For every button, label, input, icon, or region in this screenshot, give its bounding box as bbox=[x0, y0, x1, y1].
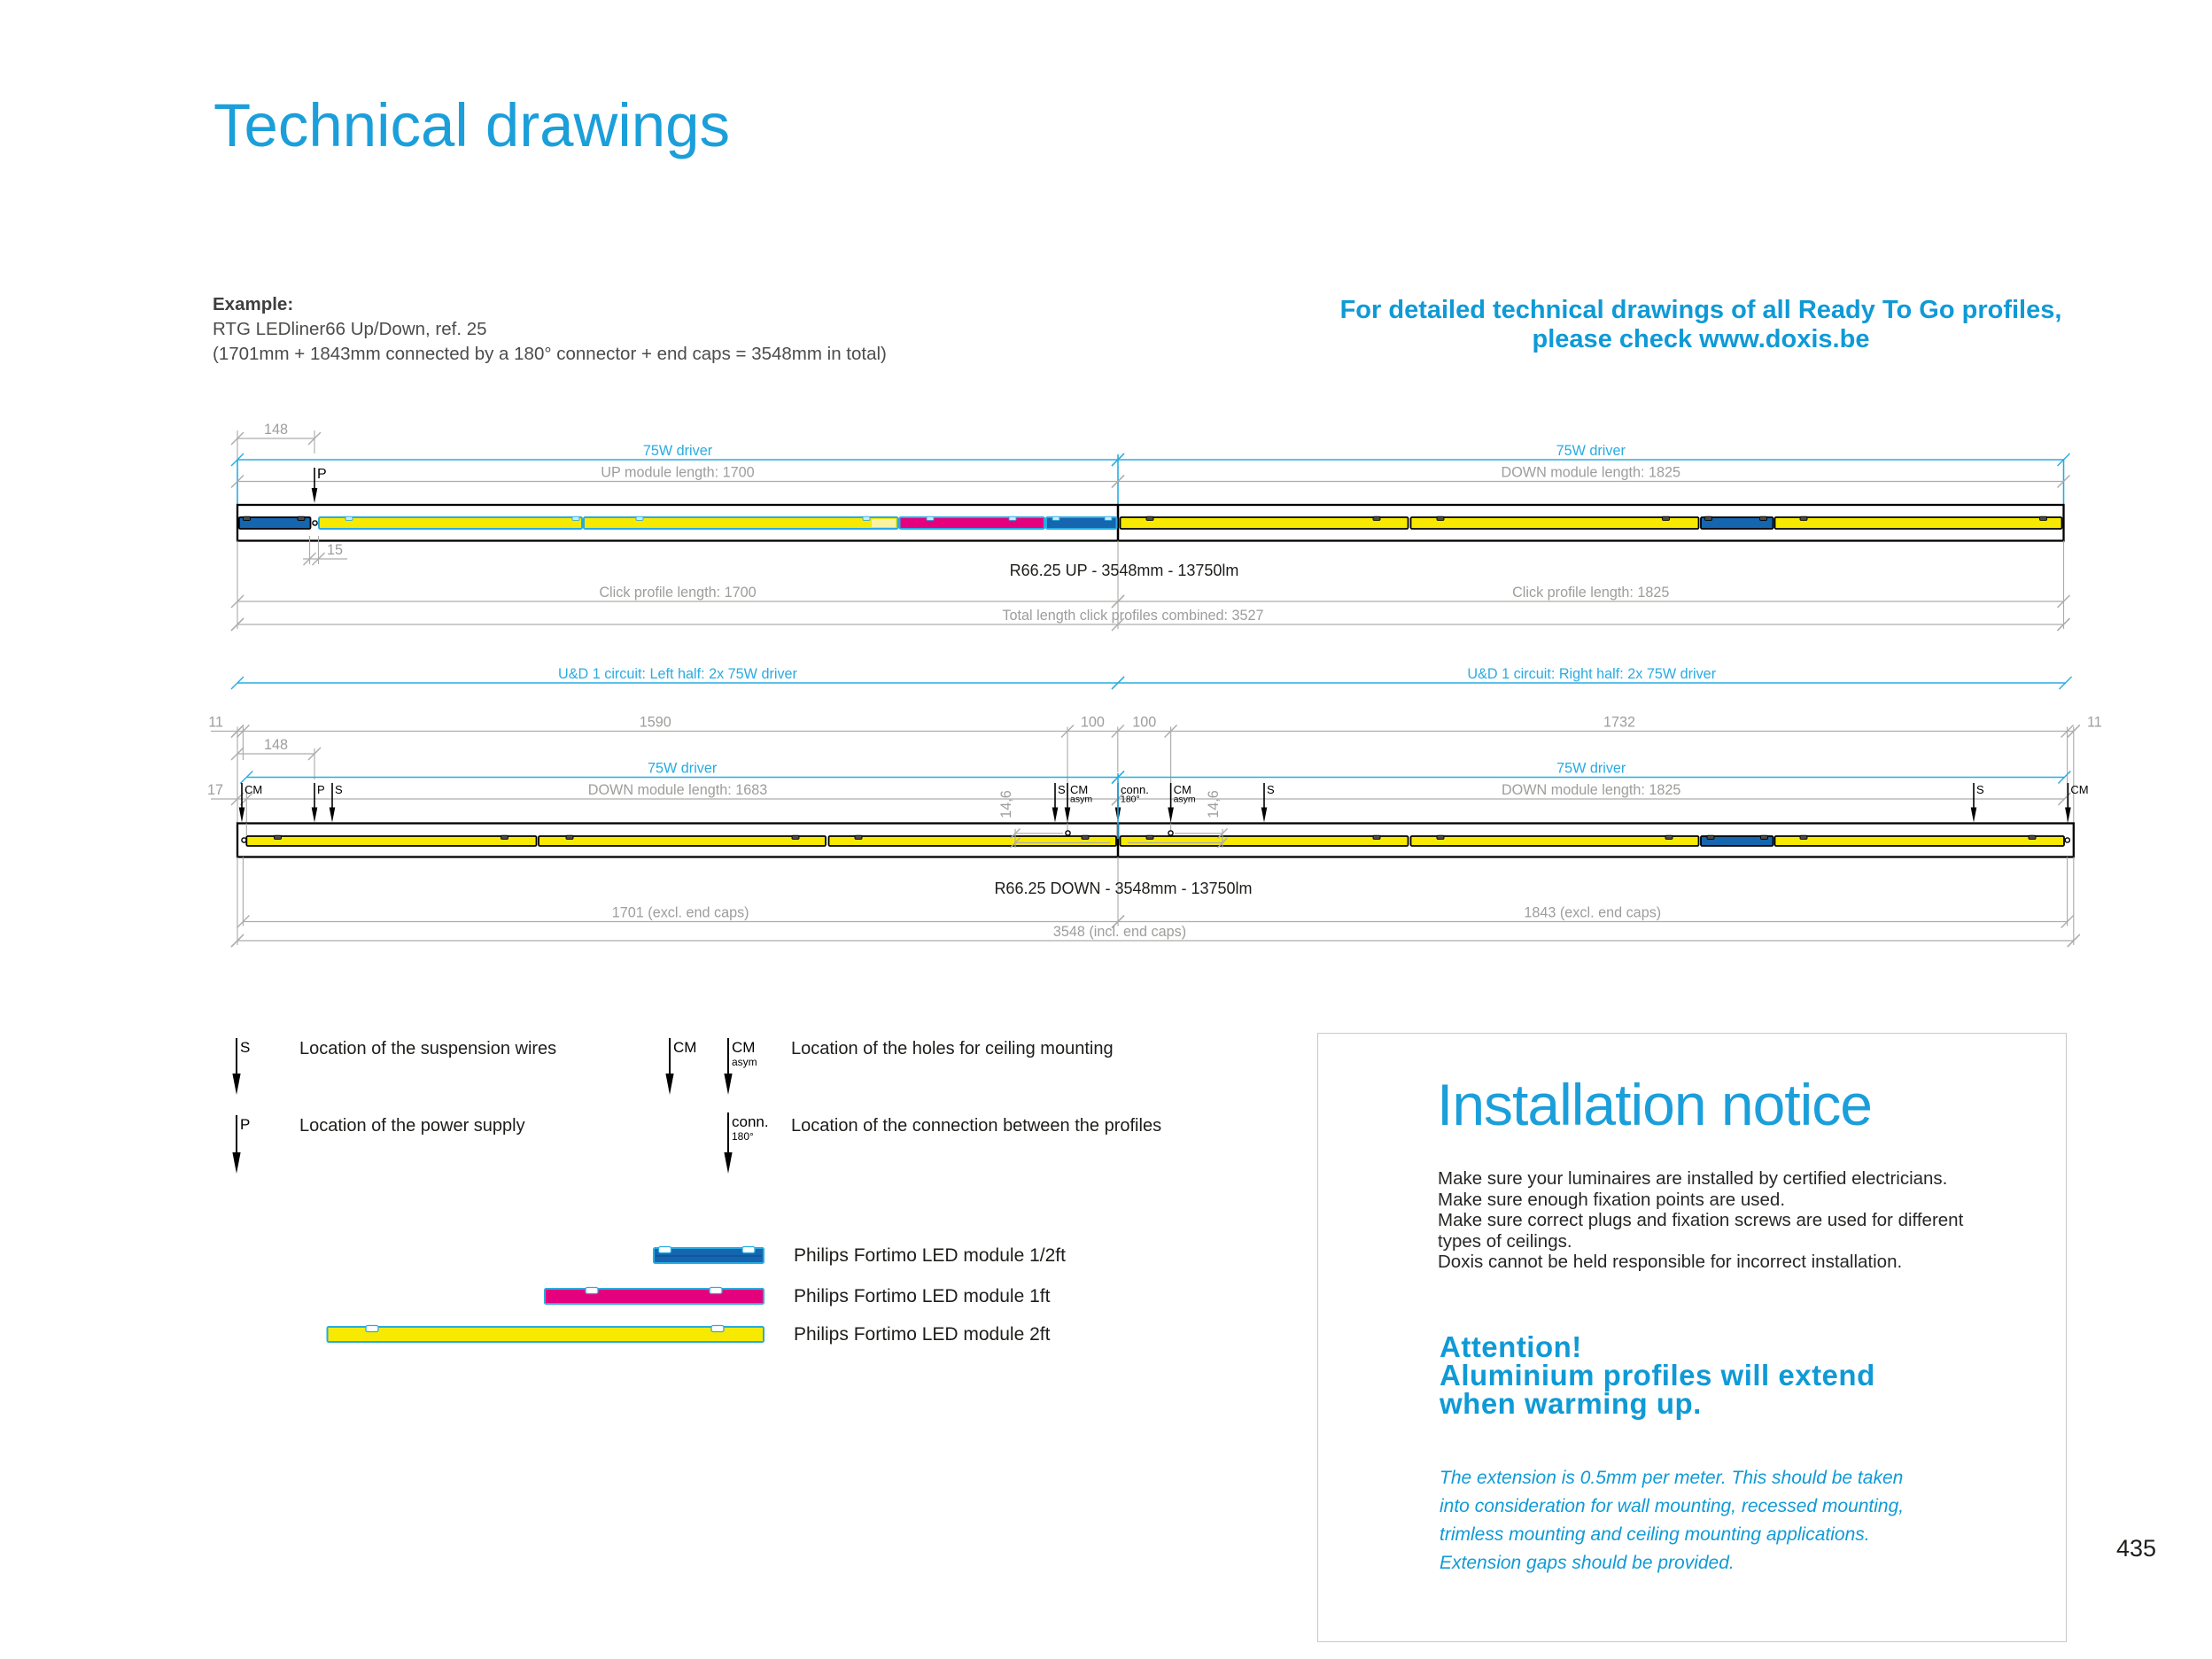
svg-text:1732: 1732 bbox=[1603, 715, 1635, 731]
svg-text:1843 (excl. end caps): 1843 (excl. end caps) bbox=[1524, 905, 1661, 921]
svg-text:asym: asym bbox=[732, 1056, 757, 1068]
svg-text:1701 (excl. end caps): 1701 (excl. end caps) bbox=[612, 905, 749, 921]
svg-text:11: 11 bbox=[208, 715, 223, 731]
svg-text:DOWN module length: 1825: DOWN module length: 1825 bbox=[1502, 465, 1680, 481]
svg-text:R66.25 DOWN - 3548mm - 13750lm: R66.25 DOWN - 3548mm - 13750lm bbox=[994, 880, 1252, 897]
svg-text:UP module length: 1700: UP module length: 1700 bbox=[601, 465, 754, 481]
svg-text:P: P bbox=[317, 467, 327, 482]
svg-text:U&D 1 circuit: Right half: 2x: U&D 1 circuit: Right half: 2x 75W driver bbox=[1467, 666, 1716, 682]
svg-text:1590: 1590 bbox=[640, 715, 671, 731]
svg-text:11: 11 bbox=[2087, 715, 2102, 731]
svg-text:100: 100 bbox=[1081, 715, 1105, 731]
svg-text:75W driver: 75W driver bbox=[1556, 443, 1626, 459]
svg-text:CM: CM bbox=[2070, 783, 2088, 796]
svg-text:U&D 1 circuit: Left half: 2x 7: U&D 1 circuit: Left half: 2x 75W driver bbox=[558, 666, 797, 682]
svg-text:Click profile length: 1700: Click profile length: 1700 bbox=[599, 585, 756, 601]
svg-text:Total length click profiles co: Total length click profiles combined: 35… bbox=[1002, 608, 1263, 624]
svg-text:17: 17 bbox=[207, 782, 223, 798]
svg-text:148: 148 bbox=[264, 737, 288, 753]
svg-text:3548 (incl. end caps): 3548 (incl. end caps) bbox=[1053, 924, 1186, 940]
svg-text:Location of the suspension wir: Location of the suspension wires bbox=[299, 1039, 556, 1058]
svg-text:P: P bbox=[240, 1116, 250, 1133]
svg-text:148: 148 bbox=[264, 422, 288, 438]
svg-text:Location of the connection bet: Location of the connection between the p… bbox=[791, 1116, 1161, 1136]
svg-text:conn.: conn. bbox=[1121, 783, 1149, 796]
svg-text:CM: CM bbox=[1070, 783, 1088, 796]
svg-text:CM: CM bbox=[244, 783, 262, 796]
svg-text:Philips Fortimo LED module 2ft: Philips Fortimo LED module 2ft bbox=[794, 1324, 1051, 1345]
svg-text:DOWN module length: 1825: DOWN module length: 1825 bbox=[1502, 782, 1680, 798]
svg-text:S: S bbox=[1267, 783, 1275, 796]
svg-text:14,6: 14,6 bbox=[1206, 790, 1222, 818]
svg-text:asym: asym bbox=[1174, 795, 1196, 805]
svg-text:75W driver: 75W driver bbox=[643, 443, 713, 459]
svg-text:CM: CM bbox=[673, 1039, 696, 1056]
svg-text:Location of the holes for ceil: Location of the holes for ceiling mounti… bbox=[791, 1039, 1114, 1058]
svg-text:15: 15 bbox=[327, 542, 343, 558]
svg-text:S: S bbox=[335, 783, 343, 796]
svg-text:S: S bbox=[240, 1039, 250, 1056]
svg-text:asym: asym bbox=[1070, 795, 1092, 805]
svg-text:Philips Fortimo LED module 1/2: Philips Fortimo LED module 1/2ft bbox=[794, 1245, 1066, 1266]
svg-text:180°: 180° bbox=[1121, 795, 1140, 805]
svg-text:S: S bbox=[1976, 783, 1984, 796]
svg-text:S: S bbox=[1058, 783, 1066, 796]
svg-text:Click profile length: 1825: Click profile length: 1825 bbox=[1512, 585, 1669, 601]
svg-text:CM: CM bbox=[732, 1039, 755, 1056]
svg-text:DOWN module length: 1683: DOWN module length: 1683 bbox=[588, 782, 767, 798]
svg-text:75W driver: 75W driver bbox=[1556, 761, 1626, 777]
svg-text:P: P bbox=[317, 783, 325, 796]
svg-text:180°: 180° bbox=[732, 1130, 754, 1143]
svg-text:14,6: 14,6 bbox=[998, 790, 1014, 818]
svg-text:100: 100 bbox=[1132, 715, 1156, 731]
svg-text:Philips Fortimo LED module 1ft: Philips Fortimo LED module 1ft bbox=[794, 1286, 1051, 1306]
svg-text:75W driver: 75W driver bbox=[648, 761, 718, 777]
svg-text:CM: CM bbox=[1174, 783, 1191, 796]
svg-text:R66.25 UP - 3548mm - 13750lm: R66.25 UP - 3548mm - 13750lm bbox=[1010, 562, 1239, 579]
svg-text:conn.: conn. bbox=[732, 1113, 769, 1130]
svg-text:Location of the power supply: Location of the power supply bbox=[299, 1116, 525, 1136]
